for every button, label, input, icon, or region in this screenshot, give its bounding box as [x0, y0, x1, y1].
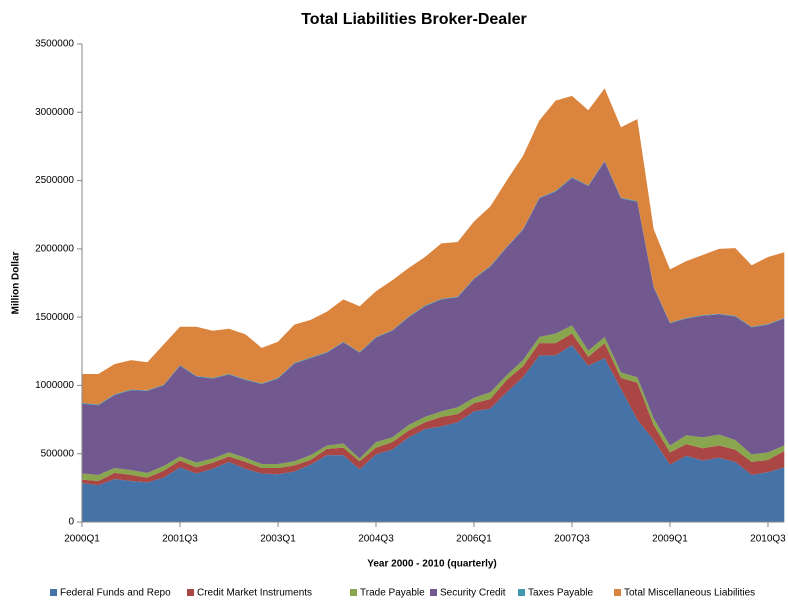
x-axis-title: Year 2000 - 2010 (quarterly) — [367, 559, 497, 570]
y-tick-label: 3500000 — [35, 39, 74, 50]
y-tick-label: 3000000 — [35, 107, 74, 118]
x-tick-label: 2004Q3 — [358, 534, 394, 545]
area — [82, 161, 785, 475]
y-tick-label: 1500000 — [35, 312, 74, 323]
x-tick-label: 2006Q1 — [456, 534, 492, 545]
x-tick-label: 2009Q1 — [652, 534, 688, 545]
area — [82, 88, 785, 405]
legend-swatch — [187, 589, 194, 596]
legend-label: Trade Payable — [360, 588, 425, 599]
y-tick-label: 2500000 — [35, 175, 74, 186]
legend-swatch — [350, 589, 357, 596]
legend-label: Total Miscellaneous Liabilities — [624, 588, 755, 599]
y-axis-title: Million Dollar — [11, 252, 22, 315]
y-tick-label: 1000000 — [35, 380, 74, 391]
legend-swatch — [518, 589, 525, 596]
legend-swatch — [614, 589, 621, 596]
legend-label: Federal Funds and Repo — [60, 588, 171, 599]
legend-swatch — [430, 589, 437, 596]
chart-title: Total Liabilities Broker-Dealer — [301, 11, 527, 28]
x-tick-label: 2001Q3 — [162, 534, 198, 545]
y-tick-label: 2000000 — [35, 243, 74, 254]
x-tick-label: 2010Q3 — [750, 534, 786, 545]
legend-label: Taxes Payable — [528, 588, 593, 599]
y-tick-label: 0 — [68, 517, 74, 528]
x-tick-label: 2000Q1 — [64, 534, 100, 545]
y-tick-label: 500000 — [41, 448, 75, 459]
legend-swatch — [50, 589, 57, 596]
x-tick-label: 2003Q1 — [260, 534, 296, 545]
x-tick-label: 2007Q3 — [554, 534, 590, 545]
legend-label: Credit Market Instruments — [197, 588, 312, 599]
legend-label: Security Credit — [440, 588, 506, 599]
area — [82, 345, 785, 522]
area — [82, 333, 785, 486]
